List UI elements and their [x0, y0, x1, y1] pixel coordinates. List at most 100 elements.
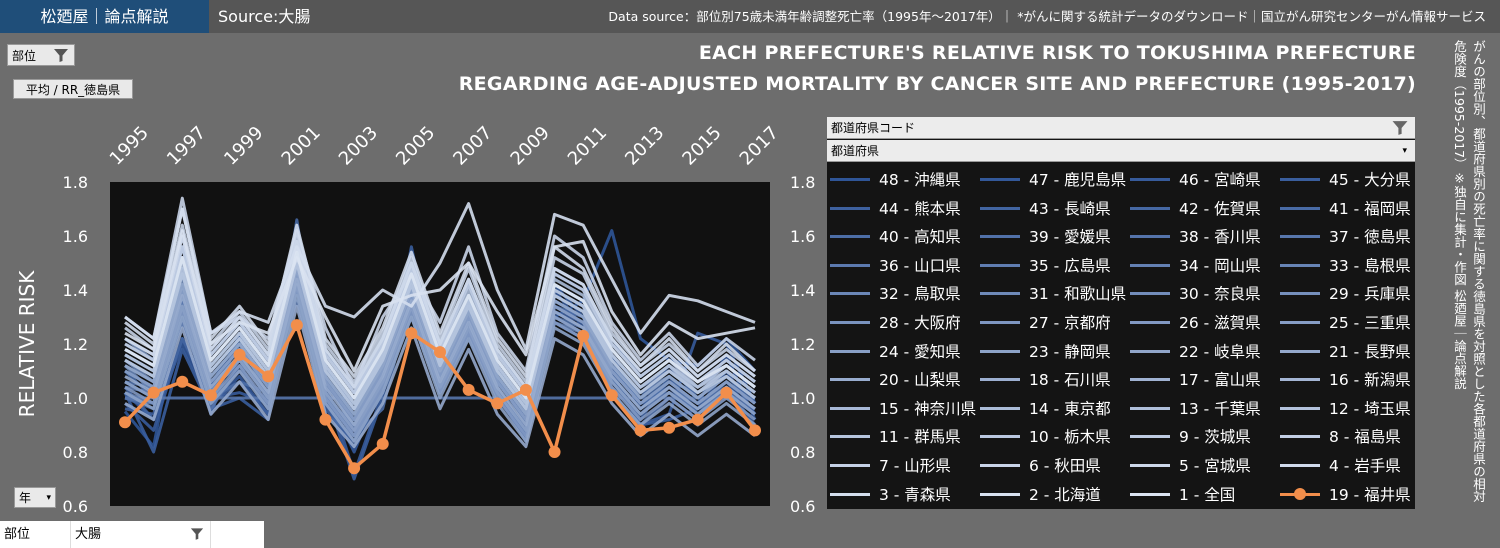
legend-item[interactable]: 26 - 滋賀県	[1127, 309, 1261, 335]
x-tick-label: 2007	[449, 122, 496, 169]
legend-item[interactable]: 42 - 佐賀県	[1127, 195, 1261, 221]
legend-item[interactable]: 44 - 熊本県	[827, 195, 961, 221]
legend-item[interactable]: 36 - 山口県	[827, 252, 961, 278]
legend-item[interactable]: 35 - 広島県	[977, 252, 1111, 278]
legend-item[interactable]: 10 - 栃木県	[977, 423, 1111, 449]
highlight-point	[204, 389, 217, 402]
legend-label: 20 - 山梨県	[879, 371, 961, 390]
legend-item[interactable]: 7 - 山形県	[827, 452, 951, 478]
legend-item[interactable]: 46 - 宮崎県	[1127, 166, 1261, 192]
legend-label: 12 - 埼玉県	[1329, 399, 1411, 418]
highlight-point	[491, 397, 504, 410]
legend-item[interactable]: 13 - 千葉県	[1127, 395, 1261, 421]
legend-item[interactable]: 37 - 徳島県	[1277, 223, 1411, 249]
legend-item[interactable]: 11 - 群馬県	[827, 423, 961, 449]
legend-item[interactable]: 19 - 福井県	[1277, 481, 1411, 507]
legend-item[interactable]: 8 - 福島県	[1277, 423, 1401, 449]
legend-item[interactable]: 4 - 岩手県	[1277, 452, 1401, 478]
pivot-empty-cell	[210, 521, 264, 548]
legend-item[interactable]: 32 - 鳥取県	[827, 280, 961, 306]
legend-swatch	[1127, 481, 1173, 507]
x-tick-label: 2009	[507, 122, 554, 169]
pref-code-header-label: 都道府県コード	[831, 121, 916, 135]
legend-item[interactable]: 17 - 富山県	[1127, 366, 1261, 392]
legend-item[interactable]: 20 - 山梨県	[827, 366, 961, 392]
legend-swatch	[1277, 338, 1323, 364]
legend-item[interactable]: 6 - 秋田県	[977, 452, 1101, 478]
legend-label: 40 - 高知県	[879, 228, 961, 247]
highlight-point	[434, 346, 446, 359]
site-filter-button[interactable]: 部位	[7, 44, 75, 66]
x-tick-label: 2005	[392, 122, 439, 169]
legend-label: 23 - 静岡県	[1029, 342, 1111, 361]
legend-label: 21 - 長野県	[1329, 342, 1411, 361]
legend-swatch	[977, 195, 1023, 221]
site-pivot-value[interactable]: 大腸	[70, 521, 210, 548]
legend-swatch	[1127, 252, 1173, 278]
y-tick-label-left: 0.8	[63, 443, 88, 462]
legend-item[interactable]: 34 - 岡山県	[1127, 252, 1261, 278]
legend-swatch	[1277, 395, 1323, 421]
legend-label: 19 - 福井県	[1329, 485, 1411, 504]
legend-item[interactable]: 27 - 京都府	[977, 309, 1111, 335]
legend-item[interactable]: 22 - 岐阜県	[1127, 338, 1261, 364]
legend-item[interactable]: 41 - 福岡県	[1277, 195, 1411, 221]
legend-item[interactable]: 38 - 香川県	[1127, 223, 1261, 249]
legend-item[interactable]: 40 - 高知県	[827, 223, 961, 249]
legend-item[interactable]: 33 - 島根県	[1277, 252, 1411, 278]
legend-item[interactable]: 12 - 埼玉県	[1277, 395, 1411, 421]
top-bar: 松廼屋｜論点解説 Source:大腸 Data source：部位別75歳未満年…	[0, 0, 1500, 33]
highlight-point	[405, 327, 418, 340]
legend-swatch	[977, 280, 1023, 306]
highlight-point	[663, 421, 676, 434]
legend-item[interactable]: 1 - 全国	[1127, 481, 1235, 507]
pref-code-filter-header[interactable]: 都道府県コード	[827, 117, 1415, 139]
legend-item[interactable]: 21 - 長野県	[1277, 338, 1411, 364]
series-line	[124, 196, 756, 389]
legend-item[interactable]: 39 - 愛媛県	[977, 223, 1111, 249]
legend-item[interactable]: 28 - 大阪府	[827, 309, 961, 335]
legend-item[interactable]: 9 - 茨城県	[1127, 423, 1251, 449]
legend-item[interactable]: 14 - 東京都	[977, 395, 1111, 421]
legend-item[interactable]: 2 - 北海道	[977, 481, 1101, 507]
legend-item[interactable]: 25 - 三重県	[1277, 309, 1411, 335]
legend-item[interactable]: 31 - 和歌山県	[977, 280, 1126, 306]
series-line	[124, 261, 756, 411]
legend-item[interactable]: 5 - 宮城県	[1127, 452, 1251, 478]
year-field-button[interactable]: 年 ▾	[14, 487, 56, 508]
y-tick-label-left: 0.6	[63, 497, 88, 516]
legend-label: 25 - 三重県	[1329, 314, 1411, 332]
legend-label: 16 - 新潟県	[1329, 371, 1411, 390]
legend-label: 11 - 群馬県	[879, 428, 961, 447]
highlight-point	[462, 383, 475, 396]
legend-item[interactable]: 18 - 石川県	[977, 366, 1111, 392]
value-field-button[interactable]: 平均 / RR_徳島県	[13, 79, 133, 99]
highlight-point	[233, 348, 246, 361]
highlight-point	[262, 370, 275, 383]
legend-item[interactable]: 47 - 鹿児島県	[977, 166, 1126, 192]
legend-item[interactable]: 43 - 長崎県	[977, 195, 1111, 221]
x-tick-label: 2001	[278, 122, 325, 169]
legend-swatch	[1127, 338, 1173, 364]
highlight-point	[319, 413, 332, 426]
legend-item[interactable]: 16 - 新潟県	[1277, 366, 1411, 392]
x-tick-label: 2017	[736, 122, 783, 169]
series-line	[124, 288, 756, 438]
legend-label: 4 - 岩手県	[1329, 457, 1401, 475]
pref-name-header-label: 都道府県	[831, 144, 880, 158]
legend-swatch	[977, 395, 1023, 421]
legend-item[interactable]: 45 - 大分県	[1277, 166, 1411, 192]
pref-name-header[interactable]: 都道府県 ▾	[827, 140, 1415, 162]
legend-swatch	[1127, 395, 1173, 421]
legend-item[interactable]: 23 - 静岡県	[977, 338, 1111, 364]
legend-item[interactable]: 3 - 青森県	[827, 481, 951, 507]
highlight-point	[691, 413, 704, 426]
legend-item[interactable]: 48 - 沖縄県	[827, 166, 961, 192]
legend-swatch	[977, 252, 1023, 278]
y-tick-label-left: 1.8	[63, 173, 88, 192]
legend-item[interactable]: 30 - 奈良県	[1127, 280, 1261, 306]
data-source-text: Data source：部位別75歳未満年齢調整死亡率（1995年～2017年）…	[608, 9, 1486, 24]
legend-item[interactable]: 29 - 兵庫県	[1277, 280, 1411, 306]
legend-item[interactable]: 15 - 神奈川県	[827, 395, 976, 421]
legend-item[interactable]: 24 - 愛知県	[827, 338, 961, 364]
